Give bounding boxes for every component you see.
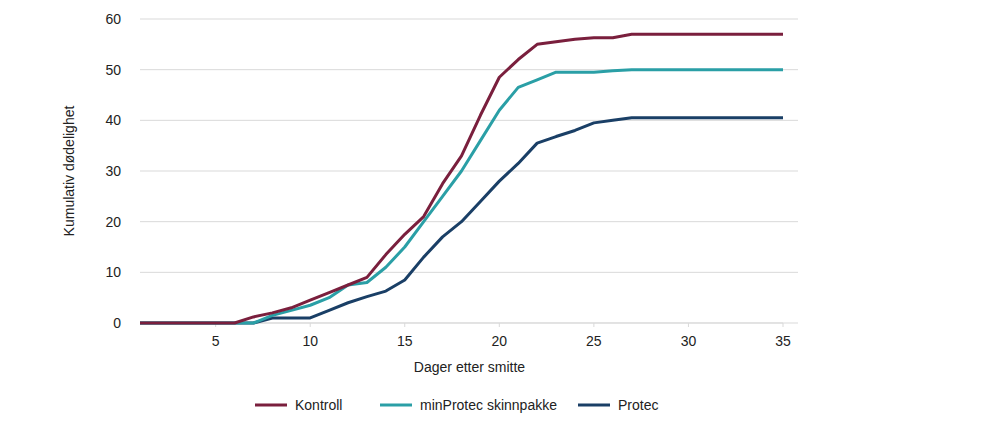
y-tick-label: 60	[105, 11, 121, 27]
x-tick-label: 15	[397, 333, 413, 349]
x-tick	[593, 323, 594, 327]
x-tick	[688, 323, 689, 327]
x-tick	[499, 323, 500, 327]
legend-label: Kontroll	[295, 397, 342, 413]
x-tick-label: 30	[681, 333, 697, 349]
x-tick	[783, 323, 784, 327]
x-tick	[404, 323, 405, 327]
legend: Kontroll minProtec skinnpakke Protec	[255, 397, 658, 413]
x-tick	[310, 323, 311, 327]
x-axis-title: Dager etter smitte	[414, 359, 525, 375]
y-tick-label: 50	[105, 62, 121, 78]
legend-swatch	[578, 404, 610, 407]
legend-swatch	[255, 404, 287, 407]
x-tick-label: 20	[492, 333, 508, 349]
x-tick-label: 5	[212, 333, 220, 349]
x-tick-label: 25	[586, 333, 602, 349]
y-tick-label: 30	[105, 163, 121, 179]
grid-line	[140, 19, 798, 20]
x-tick-label: 35	[775, 333, 791, 349]
grid-line	[140, 272, 798, 273]
x-tick-label: 10	[302, 333, 318, 349]
series-line	[140, 118, 783, 323]
y-tick-label: 0	[113, 315, 121, 331]
plot-lines	[140, 34, 783, 323]
grid-line	[140, 221, 798, 222]
legend-label: Protec	[618, 397, 658, 413]
y-tick-label: 40	[105, 112, 121, 128]
grid-line	[140, 120, 798, 121]
grid-line	[140, 171, 798, 172]
y-tick-label: 10	[105, 264, 121, 280]
legend-swatch	[380, 404, 412, 407]
y-tick-label: 20	[105, 214, 121, 230]
y-axis-title: Kumulativ dødelighet	[61, 106, 77, 237]
chart: 0 10 20 30 40 50 60 5 10 15 20 25 30 35 Dager etter sm…	[0, 0, 986, 423]
series-line	[140, 34, 783, 323]
series-line	[140, 70, 783, 323]
legend-label: minProtec skinnpakke	[420, 397, 557, 413]
